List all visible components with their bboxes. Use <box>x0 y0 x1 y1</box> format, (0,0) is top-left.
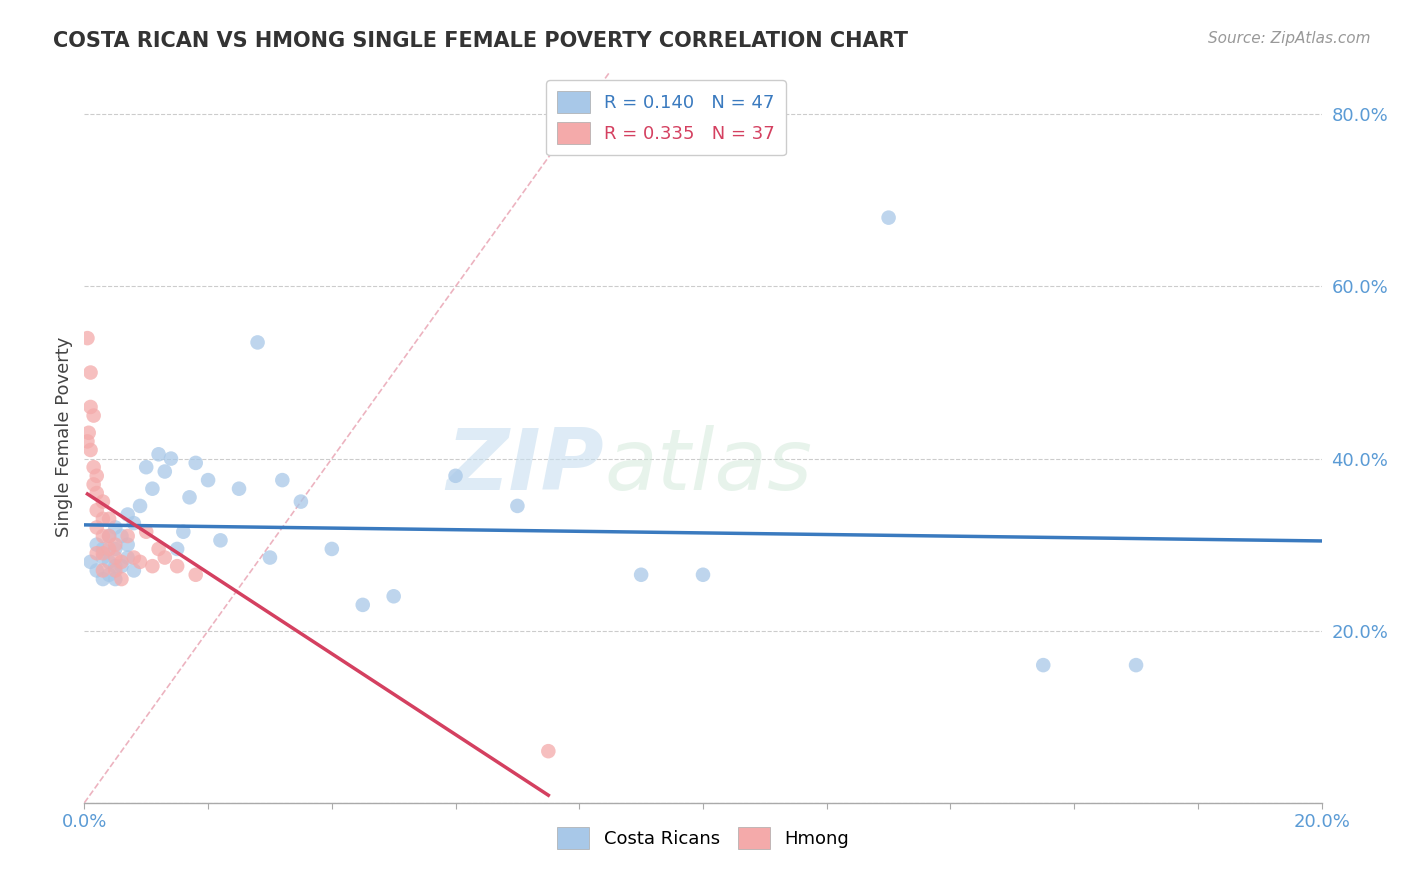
Point <box>86 486 108 500</box>
Point <box>91 564 114 578</box>
Text: atlas: atlas <box>605 425 813 508</box>
Point <box>104 550 127 565</box>
Point <box>179 491 201 505</box>
Point <box>444 468 467 483</box>
Point <box>110 529 132 543</box>
Point <box>76 331 98 345</box>
Y-axis label: Single Female Poverty: Single Female Poverty <box>55 337 73 537</box>
Point <box>172 524 194 539</box>
Point <box>104 520 127 534</box>
Point <box>117 538 139 552</box>
Point <box>153 550 176 565</box>
Point <box>117 550 139 565</box>
Point <box>79 555 101 569</box>
Point <box>79 366 101 380</box>
Text: COSTA RICAN VS HMONG SINGLE FEMALE POVERTY CORRELATION CHART: COSTA RICAN VS HMONG SINGLE FEMALE POVER… <box>53 31 908 51</box>
Point <box>122 516 145 530</box>
Point <box>259 550 281 565</box>
Point <box>79 442 101 457</box>
Point <box>104 564 127 578</box>
Point <box>506 499 529 513</box>
Point <box>76 434 98 449</box>
Point <box>117 529 139 543</box>
Point <box>148 541 170 556</box>
Point <box>271 473 294 487</box>
Point <box>135 524 157 539</box>
Point <box>91 546 114 560</box>
Point <box>91 529 114 543</box>
Point <box>382 589 405 603</box>
Point <box>129 555 152 569</box>
Point <box>153 465 176 479</box>
Point <box>91 494 114 508</box>
Point <box>321 541 343 556</box>
Point <box>98 555 121 569</box>
Point <box>110 555 132 569</box>
Point <box>91 512 114 526</box>
Point <box>98 512 121 526</box>
Point <box>290 494 312 508</box>
Point <box>98 541 121 556</box>
Point <box>246 335 269 350</box>
Point <box>630 567 652 582</box>
Point <box>122 550 145 565</box>
Point <box>1125 658 1147 673</box>
Point <box>86 468 108 483</box>
Point <box>104 559 127 574</box>
Point <box>166 541 188 556</box>
Point <box>98 529 121 543</box>
Point <box>91 550 114 565</box>
Point <box>135 460 157 475</box>
Point <box>104 541 127 556</box>
Point <box>86 520 108 534</box>
Point <box>160 451 183 466</box>
Point <box>86 503 108 517</box>
Point <box>91 541 114 556</box>
Point <box>148 447 170 461</box>
Point <box>86 564 108 578</box>
Point <box>91 572 114 586</box>
Point <box>692 567 714 582</box>
Point <box>110 572 132 586</box>
Point <box>77 425 100 440</box>
Point <box>117 508 139 522</box>
Point <box>104 572 127 586</box>
Point <box>83 409 105 423</box>
Point <box>86 538 108 552</box>
Point <box>877 211 900 225</box>
Point <box>98 529 121 543</box>
Point <box>104 538 127 552</box>
Point <box>129 499 152 513</box>
Point <box>1032 658 1054 673</box>
Point <box>166 559 188 574</box>
Point <box>141 559 163 574</box>
Point <box>110 559 132 574</box>
Point <box>98 567 121 582</box>
Point <box>209 533 232 548</box>
Point <box>537 744 560 758</box>
Point <box>83 460 105 475</box>
Text: ZIP: ZIP <box>446 425 605 508</box>
Point <box>79 400 101 414</box>
Point <box>86 546 108 560</box>
Point <box>197 473 219 487</box>
Point <box>122 564 145 578</box>
Point <box>141 482 163 496</box>
Legend: Costa Ricans, Hmong: Costa Ricans, Hmong <box>550 820 856 856</box>
Text: Source: ZipAtlas.com: Source: ZipAtlas.com <box>1208 31 1371 46</box>
Point <box>352 598 374 612</box>
Point <box>184 567 207 582</box>
Point <box>184 456 207 470</box>
Point <box>228 482 250 496</box>
Point <box>83 477 105 491</box>
